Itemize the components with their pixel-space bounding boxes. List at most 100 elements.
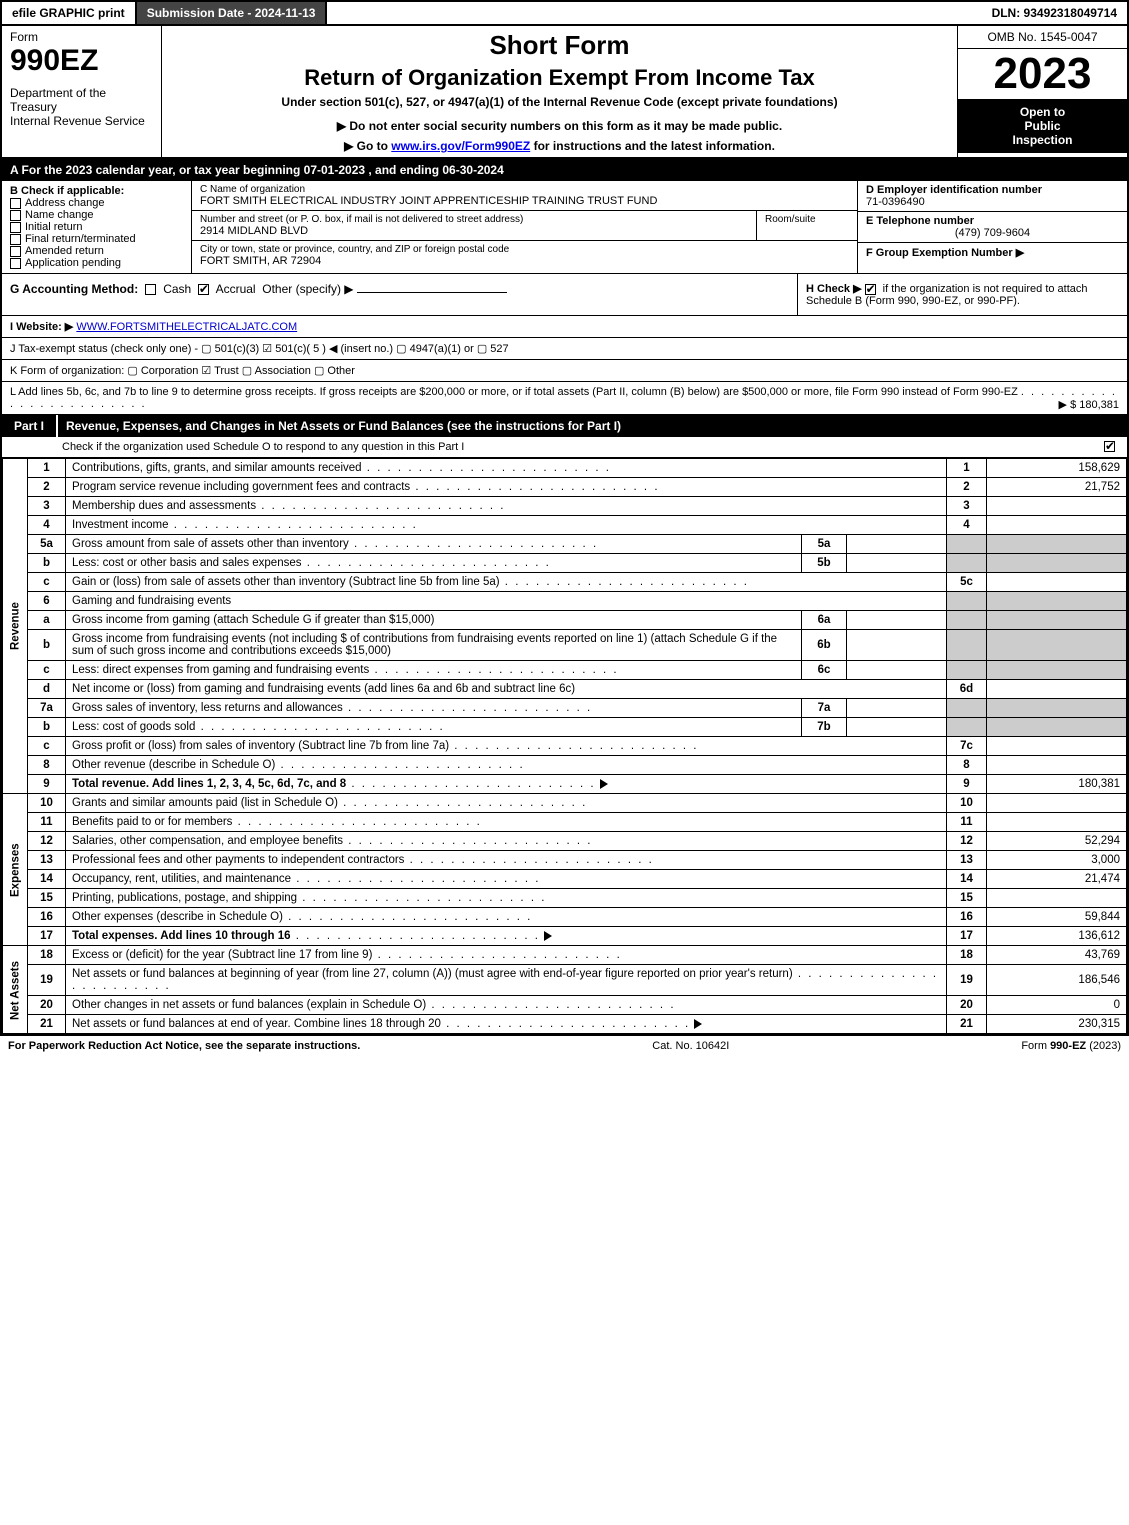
line-amt-shade xyxy=(987,699,1127,718)
line-amt: 59,844 xyxy=(987,908,1127,927)
f-label: F Group Exemption Number ▶ xyxy=(866,247,1024,259)
line-numcol: 14 xyxy=(947,870,987,889)
table-row: 20 Other changes in net assets or fund b… xyxy=(3,996,1127,1015)
form-number: 990EZ xyxy=(10,44,153,78)
line-numcol: 16 xyxy=(947,908,987,927)
line-desc: Gain or (loss) from sale of assets other… xyxy=(66,573,947,592)
line-num: b xyxy=(28,630,66,661)
chk-amended-return[interactable]: Amended return xyxy=(10,245,183,257)
part-i-tab: Part I xyxy=(2,415,58,437)
chk-initial-return[interactable]: Initial return xyxy=(10,221,183,233)
line-desc: Investment income xyxy=(66,516,947,535)
line-numcol: 8 xyxy=(947,756,987,775)
chk-address-change[interactable]: Address change xyxy=(10,197,183,209)
table-row: 3 Membership dues and assessments 3 xyxy=(3,497,1127,516)
line-numcol-shade xyxy=(947,661,987,680)
g-accounting: G Accounting Method: Cash Accrual Other … xyxy=(2,274,797,315)
line-amt-shade xyxy=(987,718,1127,737)
line-amt-shade xyxy=(987,554,1127,573)
table-row: 17 Total expenses. Add lines 10 through … xyxy=(3,927,1127,946)
line-num: 8 xyxy=(28,756,66,775)
arrow-icon xyxy=(544,931,552,941)
line-desc: Gross income from fundraising events (no… xyxy=(66,630,802,661)
chk-name-change-label: Name change xyxy=(25,209,94,221)
phone-row: E Telephone number (479) 709-9604 xyxy=(858,212,1127,243)
col-d-ids: D Employer identification number 71-0396… xyxy=(857,181,1127,273)
line-numcol: 18 xyxy=(947,946,987,965)
line-desc: Printing, publications, postage, and shi… xyxy=(66,889,947,908)
phone-value: (479) 709-9604 xyxy=(866,227,1119,239)
line-num: 7a xyxy=(28,699,66,718)
part-i-title: Revenue, Expenses, and Changes in Net As… xyxy=(58,415,1127,437)
line-numcol: 6d xyxy=(947,680,987,699)
line-num: 19 xyxy=(28,965,66,996)
line-desc: Membership dues and assessments xyxy=(66,497,947,516)
tax-year: 2023 xyxy=(958,49,1127,99)
table-row: 12 Salaries, other compensation, and emp… xyxy=(3,832,1127,851)
line-amt xyxy=(987,737,1127,756)
table-row: 6 Gaming and fundraising events xyxy=(3,592,1127,611)
short-form-title: Short Form xyxy=(170,30,949,61)
line-num: 13 xyxy=(28,851,66,870)
line-num: c xyxy=(28,737,66,756)
line-num: 20 xyxy=(28,996,66,1015)
c-name-label: C Name of organization xyxy=(200,184,849,195)
chk-cash[interactable] xyxy=(145,284,156,295)
line-desc: Total expenses. Add lines 10 through 16 xyxy=(66,927,947,946)
table-row: Net Assets 18 Excess or (deficit) for th… xyxy=(3,946,1127,965)
line-desc: Other revenue (describe in Schedule O) xyxy=(66,756,947,775)
irs-link[interactable]: www.irs.gov/Form990EZ xyxy=(391,139,530,153)
chk-accrual[interactable] xyxy=(198,284,209,295)
line-amt: 186,546 xyxy=(987,965,1127,996)
line-desc: Professional fees and other payments to … xyxy=(66,851,947,870)
chk-application-pending[interactable]: Application pending xyxy=(10,257,183,269)
line-desc: Gross amount from sale of assets other t… xyxy=(66,535,802,554)
table-row: 19 Net assets or fund balances at beginn… xyxy=(3,965,1127,996)
open-line2: Public xyxy=(964,119,1121,133)
line-desc: Gross sales of inventory, less returns a… xyxy=(66,699,802,718)
subtitle: Under section 501(c), 527, or 4947(a)(1)… xyxy=(170,95,949,109)
section-gh: G Accounting Method: Cash Accrual Other … xyxy=(2,274,1127,316)
line-num: b xyxy=(28,554,66,573)
submission-date: Submission Date - 2024-11-13 xyxy=(137,2,328,24)
h-label: H Check ▶ xyxy=(806,283,862,295)
line-amt: 180,381 xyxy=(987,775,1127,794)
section-bcdef: B Check if applicable: Address change Na… xyxy=(2,181,1127,274)
open-line1: Open to xyxy=(964,105,1121,119)
line-numcol: 3 xyxy=(947,497,987,516)
line-desc: Total revenue. Add lines 1, 2, 3, 4, 5c,… xyxy=(66,775,947,794)
part-i-header: Part I Revenue, Expenses, and Changes in… xyxy=(2,415,1127,437)
org-name: FORT SMITH ELECTRICAL INDUSTRY JOINT APP… xyxy=(200,195,849,207)
line-desc: Salaries, other compensation, and employ… xyxy=(66,832,947,851)
form-header: Form 990EZ Department of the Treasury In… xyxy=(2,26,1127,159)
line-num: 9 xyxy=(28,775,66,794)
line-amt: 158,629 xyxy=(987,459,1127,478)
efile-print-button[interactable]: efile GRAPHIC print xyxy=(2,2,137,24)
line-desc: Other expenses (describe in Schedule O) xyxy=(66,908,947,927)
form-990ez: efile GRAPHIC print Submission Date - 20… xyxy=(0,0,1129,1036)
h-schedule-b: H Check ▶ if the organization is not req… xyxy=(797,274,1127,315)
table-row: Expenses 10 Grants and similar amounts p… xyxy=(3,794,1127,813)
line-amt xyxy=(987,889,1127,908)
chk-final-return[interactable]: Final return/terminated xyxy=(10,233,183,245)
chk-address-change-label: Address change xyxy=(25,197,105,209)
line-amt: 21,474 xyxy=(987,870,1127,889)
room-label: Room/suite xyxy=(765,214,849,225)
line-numcol: 11 xyxy=(947,813,987,832)
line-num: 18 xyxy=(28,946,66,965)
line-amt: 3,000 xyxy=(987,851,1127,870)
header-left: Form 990EZ Department of the Treasury In… xyxy=(2,26,162,157)
line-num: 2 xyxy=(28,478,66,497)
line-amt: 21,752 xyxy=(987,478,1127,497)
line-numcol: 10 xyxy=(947,794,987,813)
chk-schedule-b[interactable] xyxy=(865,284,876,295)
line-amt-shade xyxy=(987,611,1127,630)
chk-schedule-o[interactable] xyxy=(1104,441,1115,452)
chk-name-change[interactable]: Name change xyxy=(10,209,183,221)
header-center: Short Form Return of Organization Exempt… xyxy=(162,26,957,157)
line-desc: Net income or (loss) from gaming and fun… xyxy=(66,680,947,699)
other-specify-line xyxy=(357,292,507,293)
table-row: b Less: cost of goods sold 7b xyxy=(3,718,1127,737)
line-numcol: 21 xyxy=(947,1015,987,1034)
website-link[interactable]: WWW.FORTSMITHELECTRICALJATC.COM xyxy=(76,321,297,333)
